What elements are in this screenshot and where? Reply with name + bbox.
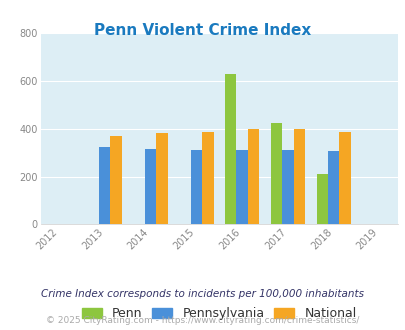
Text: Penn Violent Crime Index: Penn Violent Crime Index: [94, 23, 311, 38]
Bar: [281, 149, 293, 224]
Bar: [247, 129, 259, 224]
Bar: [316, 174, 327, 224]
Text: Crime Index corresponds to incidents per 100,000 inhabitants: Crime Index corresponds to incidents per…: [41, 289, 364, 299]
Bar: [224, 74, 236, 224]
Bar: [293, 129, 305, 224]
Bar: [110, 136, 122, 224]
Bar: [270, 123, 281, 224]
Bar: [99, 147, 110, 224]
Text: © 2025 CityRating.com - https://www.cityrating.com/crime-statistics/: © 2025 CityRating.com - https://www.city…: [46, 316, 359, 325]
Bar: [190, 149, 202, 224]
Legend: Penn, Pennsylvania, National: Penn, Pennsylvania, National: [78, 303, 360, 324]
Bar: [202, 132, 213, 224]
Bar: [236, 149, 247, 224]
Bar: [339, 132, 350, 224]
Bar: [145, 149, 156, 224]
Bar: [327, 151, 339, 224]
Bar: [156, 133, 167, 224]
